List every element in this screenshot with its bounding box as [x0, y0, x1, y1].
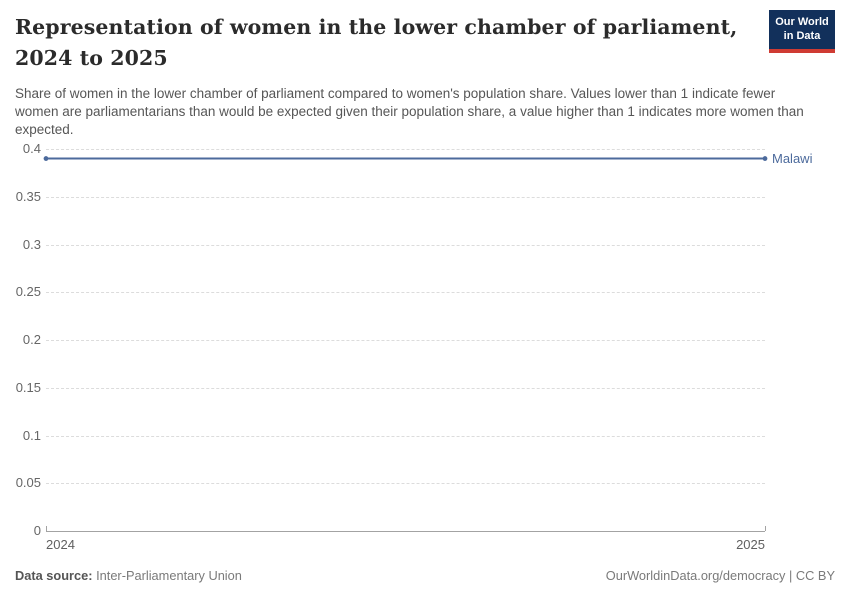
- y-axis-label: 0.25: [15, 284, 41, 300]
- x-axis-end-tick: [765, 526, 766, 531]
- gridline: [46, 387, 765, 389]
- y-axis-label: 0.2: [22, 332, 41, 347]
- y-axis-label: 0.05: [15, 475, 41, 491]
- owid-logo-line1: Our World: [775, 15, 829, 28]
- owid-logo-line2: in Data: [783, 29, 821, 42]
- y-axis-label: 0.35: [15, 188, 41, 204]
- series-label-malawi[interactable]: Malawi: [772, 150, 813, 166]
- x-axis-end-tick: [46, 526, 47, 531]
- gridline: [46, 196, 765, 198]
- owid-logo[interactable]: Our World in Data: [769, 10, 835, 53]
- gridline: [46, 340, 765, 341]
- data-point-2024[interactable]: [43, 156, 49, 161]
- x-axis-line: [46, 531, 765, 532]
- y-axis-label: 0.3: [22, 236, 41, 252]
- y-axis-label: 0.4: [22, 141, 41, 156]
- data-point-2025[interactable]: [762, 156, 768, 161]
- chart-footer: Data source: Inter-Parliamentary Union O…: [15, 568, 835, 583]
- data-source-note: Data source: Inter-Parliamentary Union: [15, 568, 242, 583]
- y-axis-label: 0: [33, 523, 41, 538]
- data-source-label: Data source:: [15, 568, 93, 583]
- gridline: [46, 435, 765, 437]
- page-title: Representation of women in the lower cha…: [15, 15, 738, 70]
- gridline: [46, 149, 765, 150]
- gridline: [46, 244, 765, 246]
- data-source-value: Inter-Parliamentary Union: [92, 568, 242, 583]
- x-axis-label: 2025: [736, 537, 765, 552]
- x-axis-label: 2024: [46, 537, 75, 552]
- owid-url-license[interactable]: OurWorldinData.org/democracy | CC BY: [605, 568, 835, 583]
- y-axis-label: 0.15: [15, 379, 41, 395]
- gridline: [46, 292, 765, 294]
- chart-subtitle: Share of women in the lower chamber of p…: [15, 86, 804, 137]
- y-axis-label: 0.1: [22, 427, 41, 443]
- gridline: [46, 483, 765, 485]
